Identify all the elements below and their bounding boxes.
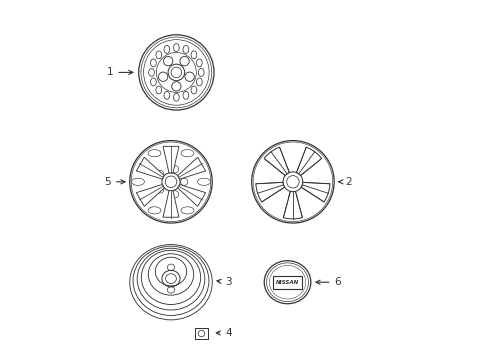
FancyBboxPatch shape	[272, 275, 302, 289]
Ellipse shape	[197, 178, 210, 185]
Polygon shape	[163, 147, 179, 173]
Polygon shape	[301, 182, 329, 202]
Polygon shape	[163, 191, 179, 217]
Polygon shape	[264, 147, 289, 176]
Ellipse shape	[181, 150, 194, 157]
Text: NISSAN: NISSAN	[275, 280, 299, 285]
Ellipse shape	[148, 207, 161, 214]
Ellipse shape	[198, 330, 204, 337]
Text: 3: 3	[217, 277, 231, 287]
Ellipse shape	[131, 178, 144, 185]
Text: 2: 2	[338, 177, 351, 187]
Polygon shape	[136, 185, 164, 206]
Polygon shape	[136, 157, 164, 179]
Text: 6: 6	[315, 277, 340, 287]
Polygon shape	[177, 185, 205, 206]
Ellipse shape	[148, 150, 161, 157]
Text: 4: 4	[216, 328, 231, 338]
Polygon shape	[296, 147, 321, 176]
Polygon shape	[255, 182, 284, 202]
Polygon shape	[283, 192, 302, 219]
Text: 1: 1	[106, 67, 133, 77]
Text: 5: 5	[104, 177, 125, 187]
Polygon shape	[177, 157, 205, 179]
FancyBboxPatch shape	[195, 328, 207, 339]
Ellipse shape	[181, 207, 194, 214]
